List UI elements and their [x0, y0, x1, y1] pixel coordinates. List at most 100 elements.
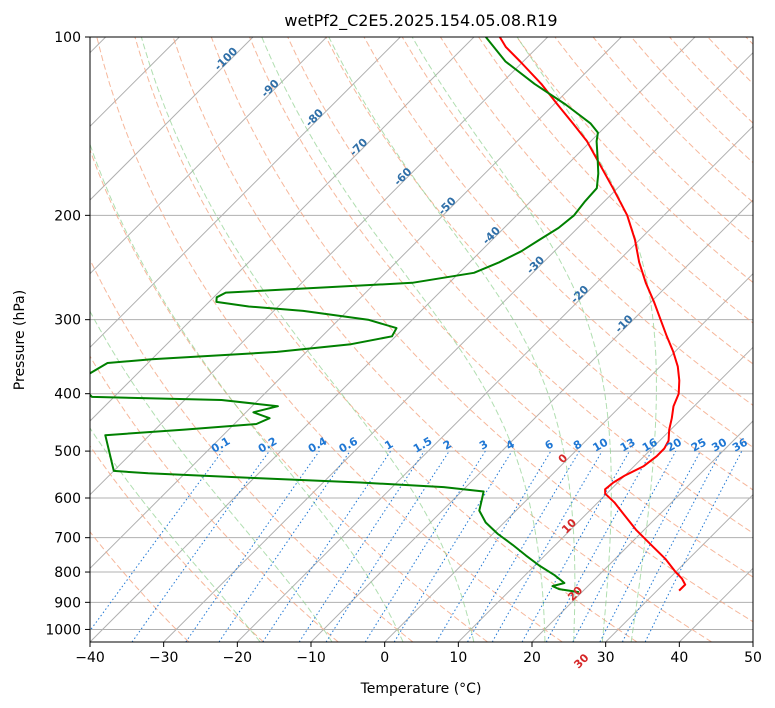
x-tick-label: 40 [670, 650, 688, 666]
dry-adiabat-line [287, 37, 753, 534]
y-tick-label: 100 [54, 30, 81, 46]
mixing-ratio-label: 36 [730, 435, 750, 454]
mixing-ratio-line [393, 450, 513, 642]
mixing-ratio-label: 25 [689, 436, 709, 455]
isotherm-line [90, 37, 254, 201]
mixing-ratio-label: 30 [709, 435, 729, 454]
mixing-ratio-line [572, 450, 677, 642]
dry-adiabat-line [90, 531, 190, 642]
mixing-ratio-label: 13 [618, 436, 638, 455]
mixing-ratio-label: 1.5 [411, 435, 434, 456]
dry-adiabat-line [90, 445, 264, 642]
isotherm-line [678, 567, 753, 642]
dry-adiabat-label: 30 [571, 651, 591, 671]
y-tick-label: 800 [54, 565, 81, 581]
y-tick-label: 500 [54, 444, 81, 460]
mixing-ratio-line [90, 450, 223, 632]
mixing-ratio-line [131, 450, 270, 642]
isotherm-line [90, 37, 549, 496]
x-tick-label: −10 [296, 650, 326, 666]
plot-area [90, 37, 753, 642]
dry-adiabat-line [96, 37, 563, 642]
mixing-ratio-line [364, 450, 486, 642]
isotherm-line [236, 125, 753, 642]
dry-adiabat-label: -80 [303, 106, 326, 129]
dry-adiabat-label: -70 [347, 135, 370, 158]
temperature-profile-line [498, 37, 687, 592]
mixing-ratio-label: 0.4 [306, 434, 330, 455]
mixing-ratio-line [262, 450, 392, 642]
isotherm-line [531, 420, 753, 642]
mixing-ratio-label: 4 [504, 437, 517, 452]
moist-adiabat-line [90, 427, 261, 642]
mixing-ratio-line [599, 450, 701, 642]
mixing-ratio-line [218, 450, 351, 642]
y-tick-label: 300 [54, 313, 81, 329]
mixing-ratio-line [325, 450, 450, 642]
dry-adiabat-label: -10 [613, 312, 636, 335]
dry-adiabat-label: 20 [565, 583, 585, 603]
moist-adiabat-line [328, 37, 576, 642]
dry-adiabat-line [554, 37, 753, 243]
moist-adiabat-line [411, 37, 612, 642]
chart-title: wetPf2_C2E5.2025.154.05.08.R19 [284, 11, 557, 31]
dry-adiabat-line [401, 37, 753, 406]
x-tick-label: 0 [380, 650, 389, 666]
isotherm-line [90, 37, 328, 275]
mixing-ratio-label: 3 [477, 438, 490, 453]
dry-adiabat-label: -50 [436, 194, 459, 217]
dry-adiabat-line [745, 37, 753, 45]
mixing-ratio-label: 16 [640, 435, 660, 454]
mixing-ratio-line [644, 450, 743, 642]
moist-adiabat-line [516, 37, 657, 642]
dry-adiabat-label: -30 [524, 253, 547, 276]
mixing-ratio-label: 1 [382, 438, 395, 453]
dewpoint-profile-line [90, 37, 600, 594]
axes: −40 −30 −20 −10 0 10 20 30 40 5010020030040050060… [45, 30, 762, 666]
dry-adiabat-label: -60 [391, 165, 414, 188]
dry-adiabat-line [669, 37, 753, 124]
x-tick-label: 30 [597, 650, 615, 666]
dry-adiabat-line [516, 37, 753, 284]
moist-adiabat-line [140, 37, 475, 642]
x-axis-title: Temperature (°C) [360, 681, 482, 697]
mixing-ratio-label: 2 [441, 438, 454, 453]
isotherm-line [310, 199, 753, 642]
moist-adiabat-line [90, 142, 404, 642]
dry-adiabat-label: -20 [568, 283, 591, 306]
mixing-ratio-label: 0.6 [337, 434, 361, 455]
y-tick-label: 400 [54, 387, 81, 403]
y-tick-label: 200 [54, 208, 81, 224]
dry-adiabat-line [478, 37, 753, 324]
x-tick-label: −30 [149, 650, 179, 666]
isotherm-line [752, 641, 753, 642]
isotherm-line [163, 51, 753, 642]
mixing-ratio-line [185, 450, 320, 642]
mixing-ratio-label: 6 [543, 437, 556, 452]
x-tick-label: 50 [744, 650, 762, 666]
dry-adiabat-line [707, 37, 753, 85]
isotherm-line [605, 493, 753, 642]
isotherm-line [90, 37, 401, 349]
y-tick-label: 900 [54, 595, 81, 611]
dry-adiabat-line [90, 258, 414, 642]
dry-adiabat-label: -90 [259, 77, 282, 100]
isotherm-line [384, 272, 753, 642]
mixing-ratio-label: 10 [591, 435, 611, 454]
dry-adiabat-line [90, 355, 339, 642]
mixing-ratio-line [435, 450, 552, 642]
dry-adiabat-line [172, 37, 712, 642]
isotherm-line [90, 37, 622, 570]
guide-line-labels: -100-90-80-70-60-50-40-30-20-10010203040… [209, 44, 750, 671]
y-tick-label: 600 [54, 491, 81, 507]
dry-adiabat-line [210, 37, 753, 623]
plot-frame [89, 36, 754, 643]
mixing-ratio-line [545, 450, 653, 642]
series-layer [90, 37, 687, 594]
dry-adiabat-line [90, 148, 488, 642]
isotherm-line [90, 37, 475, 422]
isotherm-line [457, 346, 753, 642]
dry-adiabat-line [592, 37, 753, 203]
mixing-ratio-label: 0.1 [209, 435, 232, 456]
